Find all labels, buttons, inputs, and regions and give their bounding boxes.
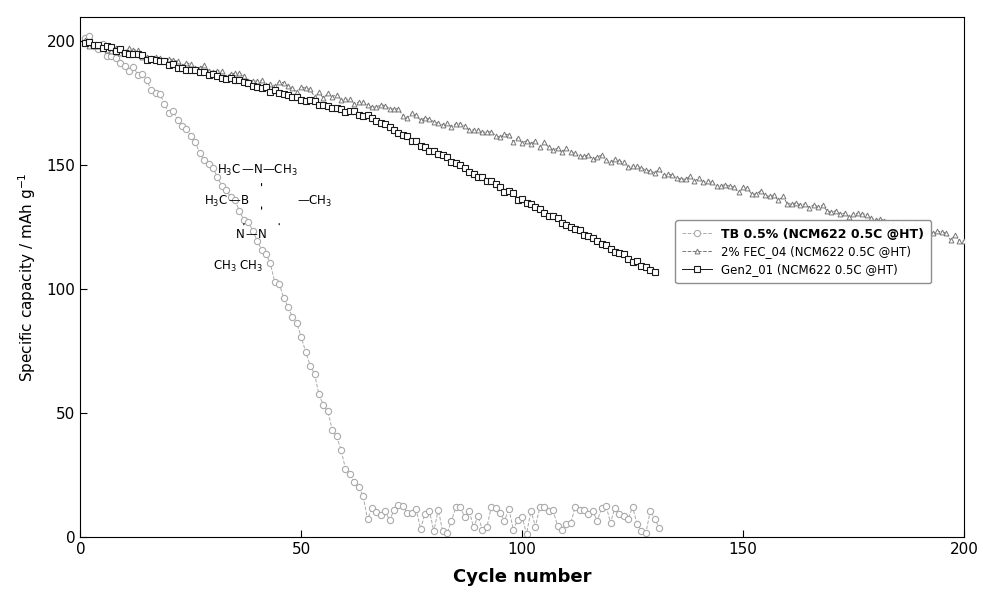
Line: TB 0.5% (NCM622 0.5C @HT): TB 0.5% (NCM622 0.5C @HT) [82,33,662,537]
TB 0.5% (NCM622 0.5C @HT) [375,511,387,519]
Gen2_01 (NCM622 0.5C @HT) [83,38,95,45]
Text: —CH$_3$: —CH$_3$ [296,194,332,209]
Gen2_01 (NCM622 0.5C @HT) [529,203,541,210]
Gen2_01 (NCM622 0.5C @HT) [238,78,249,86]
TB 0.5% (NCM622 0.5C @HT) [83,33,95,40]
Gen2_01 (NCM622 0.5C @HT) [502,188,514,195]
TB 0.5% (NCM622 0.5C @HT) [295,333,307,341]
Line: 2% FEC_04 (NCM622 0.5C @HT): 2% FEC_04 (NCM622 0.5C @HT) [83,38,965,244]
TB 0.5% (NCM622 0.5C @HT) [652,524,664,531]
Y-axis label: Specific capacity / mAh g$^{-1}$: Specific capacity / mAh g$^{-1}$ [17,172,39,382]
2% FEC_04 (NCM622 0.5C @HT) [132,47,144,54]
TB 0.5% (NCM622 0.5C @HT) [308,370,320,377]
2% FEC_04 (NCM622 0.5C @HT) [79,37,90,44]
Text: H$_3$C$_{\,}$—N—CH$_3$: H$_3$C$_{\,}$—N—CH$_3$ [217,163,297,178]
Gen2_01 (NCM622 0.5C @HT) [458,165,470,172]
TB 0.5% (NCM622 0.5C @HT) [525,507,537,514]
2% FEC_04 (NCM622 0.5C @HT) [952,238,964,245]
Text: CH$_3$ CH$_3$: CH$_3$ CH$_3$ [213,259,262,274]
2% FEC_04 (NCM622 0.5C @HT) [243,78,254,85]
Gen2_01 (NCM622 0.5C @HT) [79,39,90,46]
2% FEC_04 (NCM622 0.5C @HT) [313,89,325,96]
TB 0.5% (NCM622 0.5C @HT) [136,71,148,78]
X-axis label: Cycle number: Cycle number [452,569,590,586]
Gen2_01 (NCM622 0.5C @HT) [379,120,391,127]
2% FEC_04 (NCM622 0.5C @HT) [957,238,969,245]
2% FEC_04 (NCM622 0.5C @HT) [114,49,126,56]
TB 0.5% (NCM622 0.5C @HT) [264,260,276,267]
2% FEC_04 (NCM622 0.5C @HT) [912,223,924,230]
Line: Gen2_01 (NCM622 0.5C @HT): Gen2_01 (NCM622 0.5C @HT) [82,39,657,275]
Legend: TB 0.5% (NCM622 0.5C @HT), 2% FEC_04 (NCM622 0.5C @HT), Gen2_01 (NCM622 0.5C @HT: TB 0.5% (NCM622 0.5C @HT), 2% FEC_04 (NC… [675,221,930,283]
Text: N$_{\,}$—N: N$_{\,}$—N [235,226,266,239]
Text: H$_3$C$_{\,}$—B: H$_3$C$_{\,}$—B [204,194,249,209]
TB 0.5% (NCM622 0.5C @HT) [79,34,90,42]
TB 0.5% (NCM622 0.5C @HT) [520,530,532,537]
Gen2_01 (NCM622 0.5C @HT) [648,268,660,275]
Gen2_01 (NCM622 0.5C @HT) [326,105,338,112]
2% FEC_04 (NCM622 0.5C @HT) [882,222,894,229]
